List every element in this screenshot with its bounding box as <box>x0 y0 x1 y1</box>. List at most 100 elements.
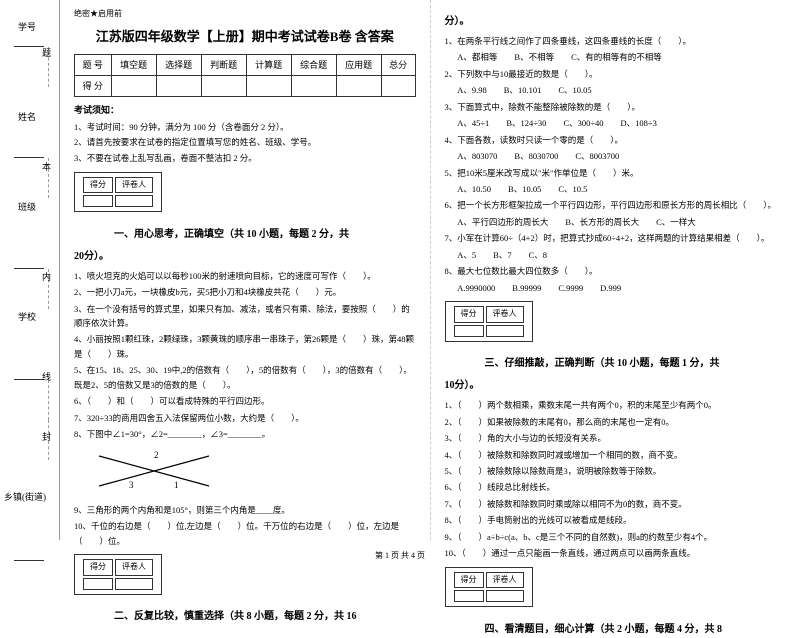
score-cell[interactable] <box>291 75 336 96</box>
score-cell[interactable] <box>381 75 415 96</box>
question: 7、小军在计算60÷（4+2）时，把算式抄成60÷4+2，这样两题的计算结果相差… <box>445 231 787 245</box>
question: 3、在一个没有括号的算式里，如果只有加、减法，或者只有乘、除法，要按照（ ）的顺… <box>74 302 416 331</box>
opt: B、8030700 <box>514 151 558 161</box>
gutter-label: 班级 <box>18 200 36 213</box>
scorer-label: 得分 <box>83 177 113 194</box>
scorer-cell[interactable] <box>115 195 153 207</box>
page-footer: 第 1 页 共 4 页 <box>0 550 800 561</box>
score-col: 填空题 <box>111 54 156 75</box>
svg-text:1: 1 <box>174 480 179 490</box>
opt: B.99999 <box>512 283 541 293</box>
scorer-label: 评卷人 <box>486 306 524 323</box>
section-1-cont: 20分）。 <box>74 249 416 265</box>
opt: C、8 <box>529 250 547 260</box>
opt: B、10.05 <box>508 184 541 194</box>
angle-diagram: 2 3 1 <box>94 448 214 493</box>
scorer-cell[interactable] <box>454 590 484 602</box>
score-cell[interactable] <box>336 75 381 96</box>
section-1-title: 一、用心思考，正确填空（共 10 小题，每题 2 分，共 <box>74 227 416 243</box>
question: 8、下图中∠1=30°，∠2=________，∠3=________。 <box>74 427 416 441</box>
gutter-line <box>14 379 44 380</box>
opt: B、不相等 <box>514 52 554 62</box>
score-cell[interactable] <box>156 75 201 96</box>
notice-heading: 考试须知： <box>74 103 416 117</box>
question: 7、（ ）被除数和除数同时乘或除以相同不为0的数，商不变。 <box>445 497 787 511</box>
opt: C、10.05 <box>558 85 591 95</box>
gutter-mark: 线 <box>42 370 51 383</box>
scorer-cell[interactable] <box>486 325 524 337</box>
question: 9、三角形的两个内角和是105°，则第三个内角是____度。 <box>74 503 416 517</box>
left-column: 绝密★启用前 江苏版四年级数学【上册】期中考试试卷B卷 含答案 题 号 填空题 … <box>60 0 431 540</box>
gutter-line <box>14 46 44 47</box>
options: A、45÷1 B、124÷30 C、300÷40 D、108÷3 <box>457 116 786 130</box>
options: A、平行四边形的周长大 B、长方形的周长大 C、一样大 <box>457 215 786 229</box>
opt: C、8003700 <box>575 151 619 161</box>
opt: B、124÷30 <box>506 118 546 128</box>
scorer-cell[interactable] <box>454 325 484 337</box>
question: 8、（ ）手电筒射出的光线可以被看成是线段。 <box>445 513 787 527</box>
right-column: 分）。 1、在两条平行线之间作了四条垂线，这四条垂线的长度（ ）。 A、都相等 … <box>431 0 800 540</box>
section-4-title: 四、看清题目，细心计算（共 2 小题，每题 4 分，共 8 <box>445 622 787 638</box>
scorer-label: 评卷人 <box>115 177 153 194</box>
question: 4、下面各数，读数时只读一个零的是（ ）。 <box>445 133 787 147</box>
scorer-cell[interactable] <box>115 578 153 590</box>
question: 10、千位的右边是（ ）位,左边是（ ）位。千万位的右边是（ ）位，左边是（ ）… <box>74 519 416 548</box>
gutter-line <box>14 157 44 158</box>
question: 5、把10米5厘米改写成以"米"作单位是（ ）米。 <box>445 166 787 180</box>
scorer-label: 评卷人 <box>115 559 153 576</box>
opt: C、一样大 <box>656 217 696 227</box>
scorer-label: 评卷人 <box>486 572 524 589</box>
gutter-label: 乡镇(街道) <box>4 490 54 503</box>
gutter-mark: 内 <box>42 270 51 283</box>
opt: B、长方形的周长大 <box>565 217 639 227</box>
scorer-box: 得分 评卷人 <box>74 172 162 213</box>
gutter-line <box>14 268 44 269</box>
opt: B、7 <box>493 250 511 260</box>
scorer-label: 得分 <box>454 572 484 589</box>
score-cell[interactable] <box>246 75 291 96</box>
question: 6、把一个长方形框架拉成一个平行四边形，平行四边形和原长方形的周长相比（ ）。 <box>445 198 787 212</box>
scorer-cell[interactable] <box>486 590 524 602</box>
section-2-title: 二、反复比较，慎重选择（共 8 小题，每题 2 分，共 16 <box>74 609 416 625</box>
notice-item: 2、请首先按要求在试卷的指定位置填写您的姓名、班级、学号。 <box>74 136 416 150</box>
gutter-mark: 本 <box>42 160 51 173</box>
score-cell[interactable] <box>201 75 246 96</box>
gutter-label: 姓名 <box>18 110 36 123</box>
scorer-cell[interactable] <box>83 195 113 207</box>
question: 8、最大七位数比最大四位数多（ ）。 <box>445 264 787 278</box>
question: 4、（ ）被除数和除数同时减或增加一个相同的数，商不变。 <box>445 448 787 462</box>
scorer-label: 得分 <box>83 559 113 576</box>
opt: D.999 <box>600 283 621 293</box>
section-2-cont: 分）。 <box>445 14 787 30</box>
opt: C、300÷40 <box>563 118 603 128</box>
scorer-box: 得分 评卷人 <box>445 567 533 608</box>
question: 3、下面算式中，除数不能整除被除数的是（ ）。 <box>445 100 787 114</box>
question: 2、下列数中与10最接近的数是（ ）。 <box>445 67 787 81</box>
opt: D、108÷3 <box>621 118 657 128</box>
question: 2、一把小刀a元，一块橡皮b元，买5把小刀和4块橡皮共花（ ）元。 <box>74 285 416 299</box>
secrecy-tag: 绝密★启用前 <box>74 8 416 21</box>
opt: A、9.98 <box>457 85 487 95</box>
score-col: 总分 <box>381 54 415 75</box>
question: 3、（ ）角的大小与边的长短没有关系。 <box>445 431 787 445</box>
question: 7、320÷33的商用四舍五入法保留两位小数，大约是（ ）。 <box>74 411 416 425</box>
question: 6、（ ）和（ ）可以看成特殊的平行四边形。 <box>74 394 416 408</box>
score-col: 应用题 <box>336 54 381 75</box>
binding-gutter: 学号 题 姓名 本 班级 内 学校 线 封 乡镇(街道) <box>0 0 60 540</box>
score-cell[interactable] <box>111 75 156 96</box>
options: A.9990000 B.99999 C.9999 D.999 <box>457 281 786 295</box>
question: 6、（ ）线段总比射线长。 <box>445 480 787 494</box>
scorer-box: 得分 评卷人 <box>445 301 533 342</box>
question: 1、（ ）两个数相乘，乘数末尾一共有两个0，积的末尾至少有两个0。 <box>445 398 787 412</box>
question: 4、小丽按照1颗红珠，2颗绿珠，3颗黄珠的顺序串一串珠子，第26颗是（ ）珠，第… <box>74 332 416 361</box>
opt: C、有的相等有的不相等 <box>571 52 662 62</box>
opt: A、803070 <box>457 151 497 161</box>
gutter-mark: 题 <box>42 46 51 59</box>
exam-title: 江苏版四年级数学【上册】期中考试试卷B卷 含答案 <box>74 27 416 48</box>
question: 1、在两条平行线之间作了四条垂线，这四条垂线的长度（ ）。 <box>445 34 787 48</box>
options: A、10.50 B、10.05 C、10.5 <box>457 182 786 196</box>
scorer-cell[interactable] <box>83 578 113 590</box>
opt: C.9999 <box>558 283 583 293</box>
score-col: 选择题 <box>156 54 201 75</box>
section-3-title: 三、仔细推敲，正确判断（共 10 小题，每题 1 分，共 <box>445 356 787 372</box>
